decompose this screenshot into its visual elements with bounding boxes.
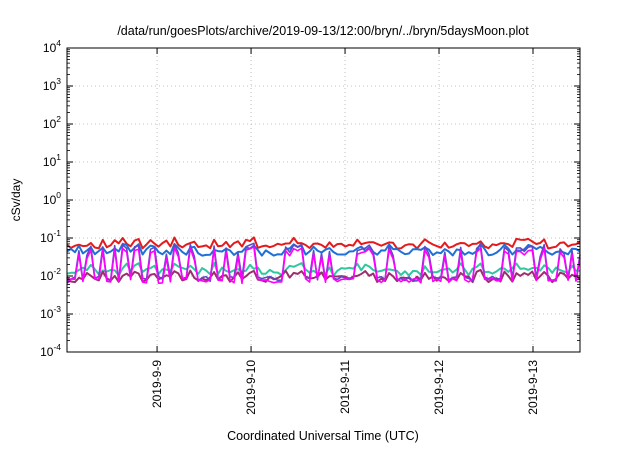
- x-tick-label: 2019-9-9: [150, 360, 164, 408]
- y-tick-label-exponent: -2: [53, 266, 61, 276]
- grid: [67, 48, 580, 352]
- y-tick-label-exponent: -4: [53, 342, 61, 352]
- x-tick-label: 2019-9-11: [338, 360, 352, 414]
- y-tick-label: 100: [43, 190, 61, 207]
- y-tick-label-base: 10: [40, 307, 54, 321]
- y-tick-label: 102: [43, 114, 61, 131]
- y-tick-label-exponent: 0: [56, 190, 61, 200]
- y-tick-label-base: 10: [40, 231, 54, 245]
- x-tick-label: 2019-9-10: [244, 360, 258, 415]
- y-tick-label: 101: [43, 152, 61, 169]
- y-tick-label-exponent: 4: [56, 38, 61, 48]
- y-tick-label-exponent: -1: [53, 228, 61, 238]
- y-tick-label-base: 10: [43, 79, 57, 93]
- y-tick-label-exponent: 2: [56, 114, 61, 124]
- y-tick-label-base: 10: [43, 193, 57, 207]
- y-axis-label: cSv/day: [9, 179, 23, 222]
- x-axis-ticks: 2019-9-9 2019-9-10 2019-9-11 2019-9-12 2019-…: [150, 48, 540, 415]
- y-tick-label-base: 10: [40, 269, 54, 283]
- x-tick-label: 2019-9-13: [526, 360, 540, 415]
- series-line-2: [66, 242, 581, 257]
- y-tick-label-base: 10: [43, 41, 57, 55]
- chart-title: /data/run/goesPlots/archive/2019-09-13/1…: [117, 24, 529, 38]
- series-line-1: [66, 236, 581, 250]
- y-tick-label-exponent: 1: [56, 152, 61, 162]
- x-tick-label: 2019-9-12: [432, 360, 446, 415]
- series-layer: [66, 236, 581, 285]
- y-tick-label-base: 10: [43, 117, 57, 131]
- y-tick-label: 10-1: [40, 228, 61, 245]
- y-tick-label-exponent: 3: [56, 76, 61, 86]
- y-tick-label-base: 10: [40, 345, 54, 359]
- y-tick-label: 10-4: [40, 342, 61, 359]
- y-tick-label: 104: [43, 38, 61, 55]
- y-tick-label: 10-2: [40, 266, 61, 283]
- y-tick-label: 103: [43, 76, 61, 93]
- series-line-6: [66, 246, 581, 285]
- y-tick-label-exponent: -3: [53, 304, 61, 314]
- x-axis-label: Coordinated Universal Time (UTC): [227, 429, 419, 443]
- y-tick-label: 10-3: [40, 304, 61, 321]
- y-tick-label-base: 10: [43, 155, 57, 169]
